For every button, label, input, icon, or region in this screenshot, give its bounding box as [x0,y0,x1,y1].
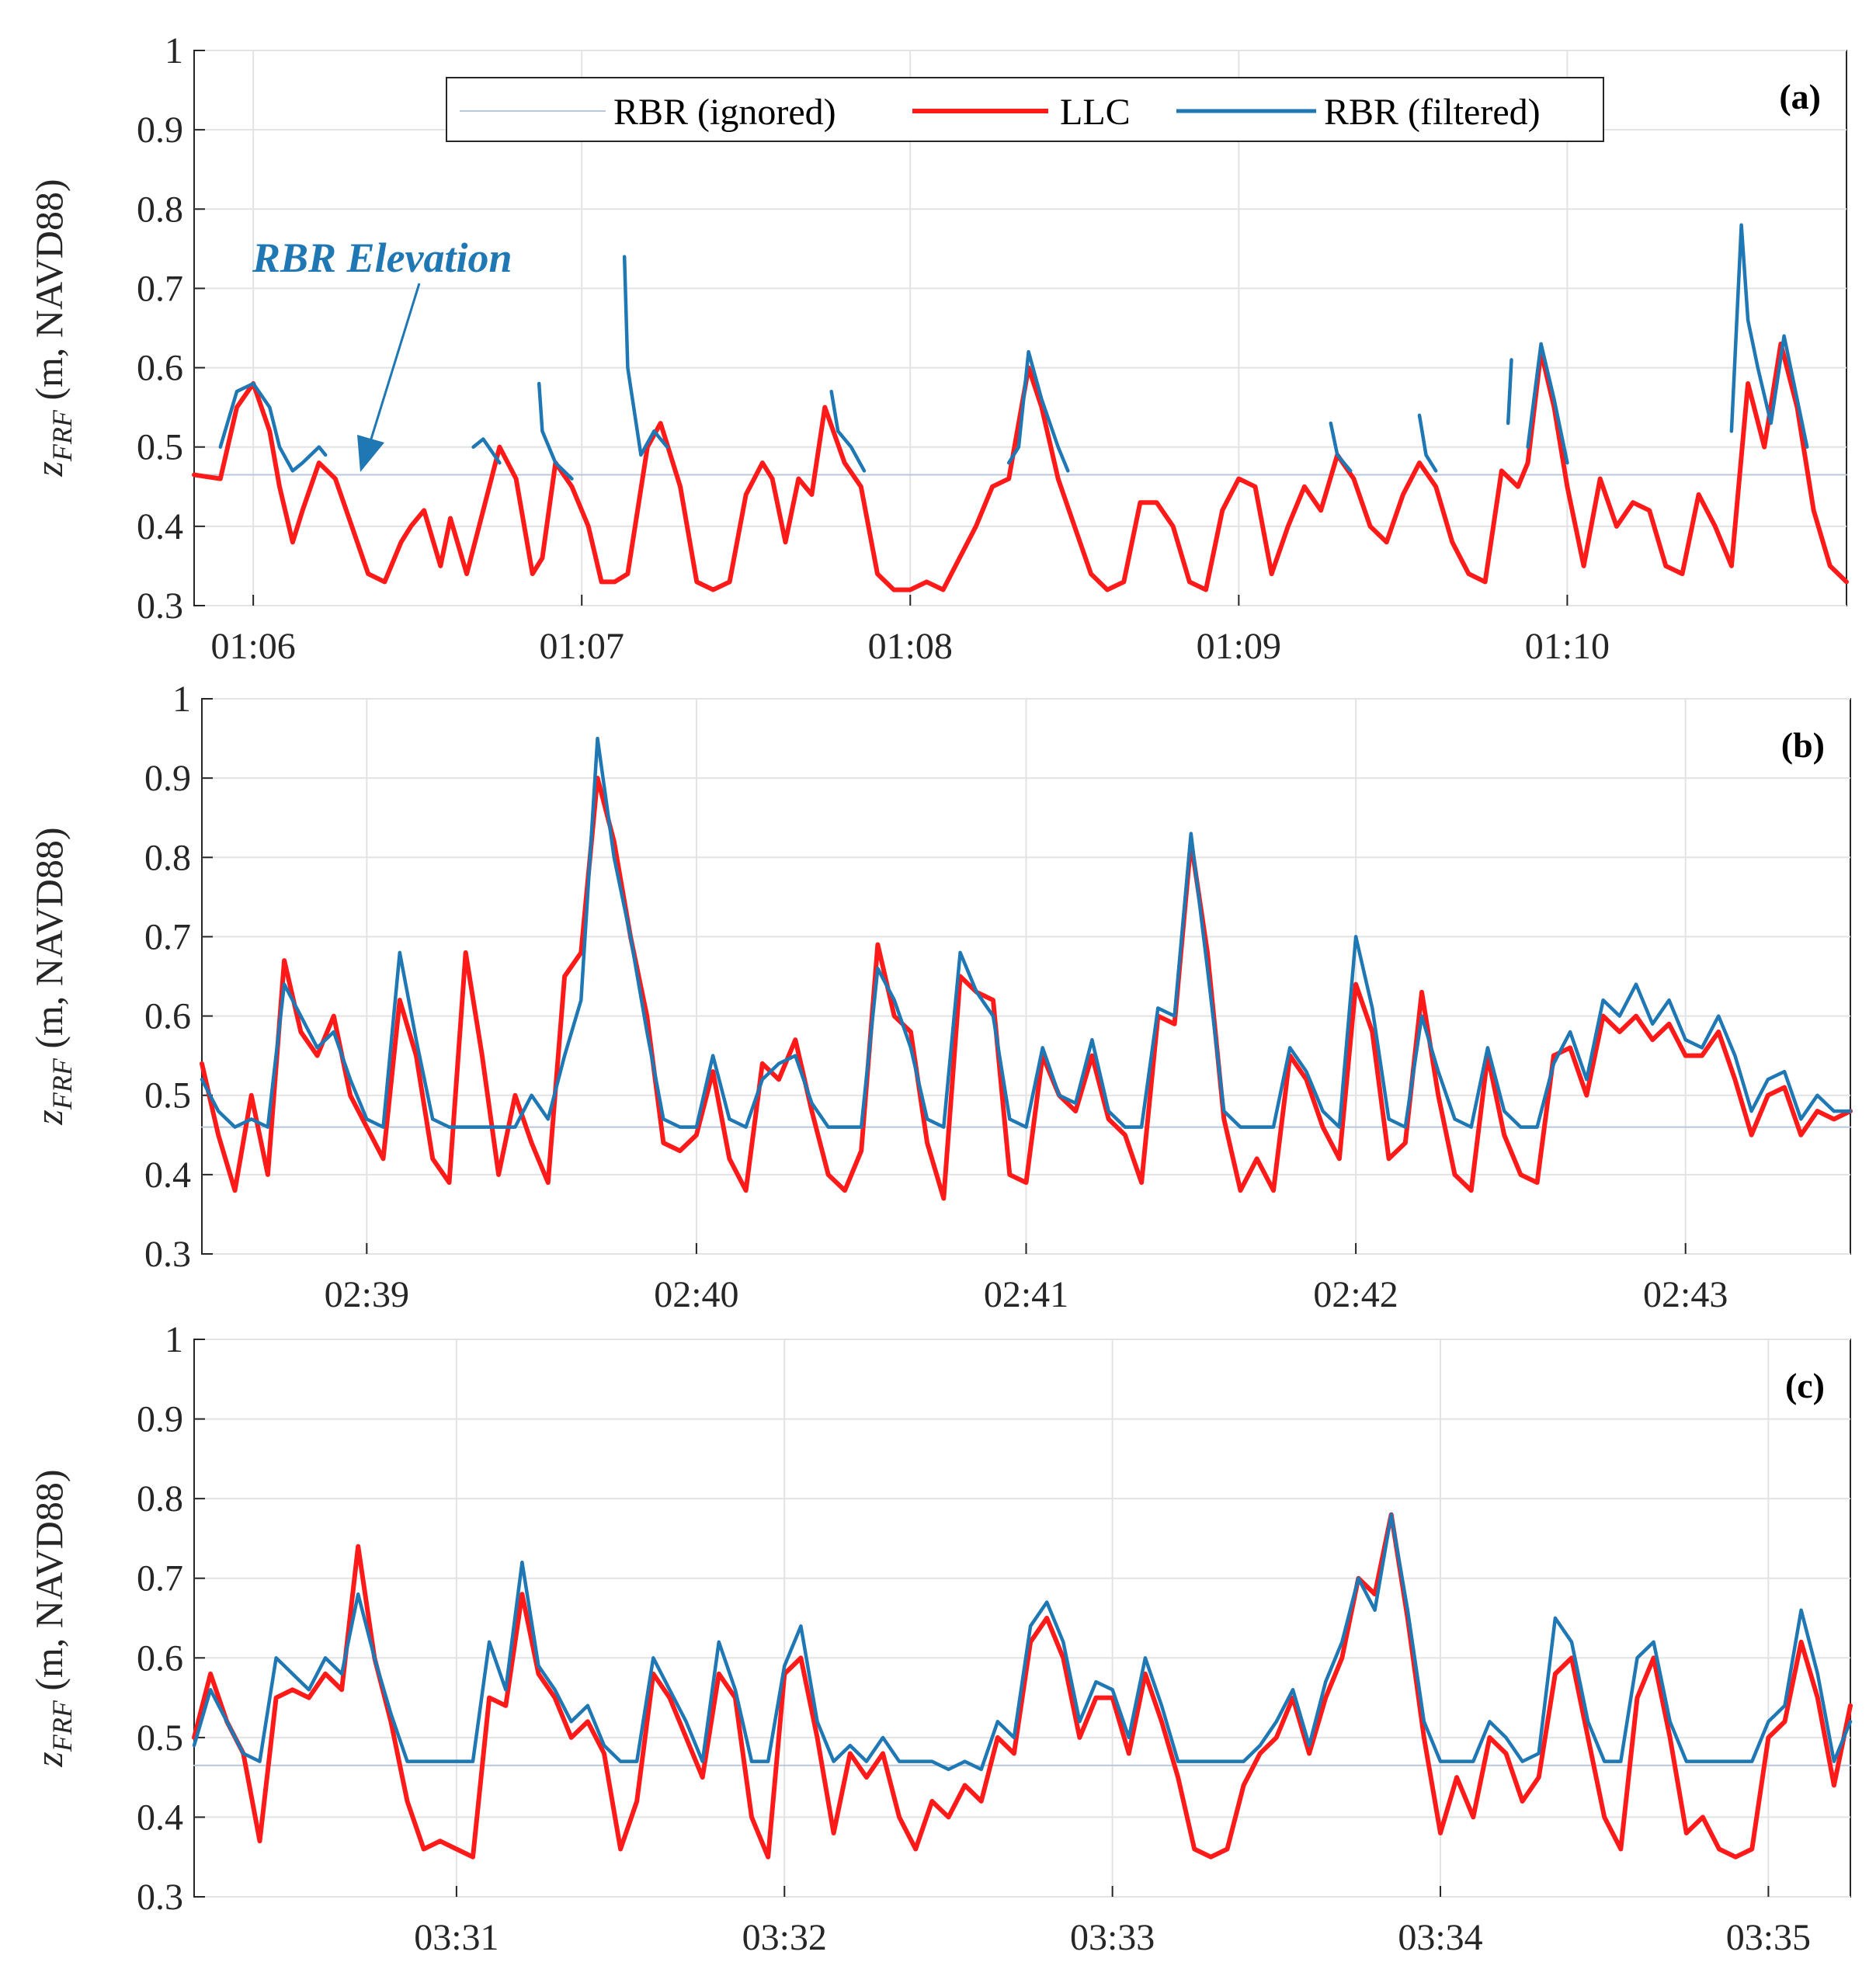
series-line-llc [192,1512,1853,1860]
series-line-llc [200,776,1853,1201]
series-line-llc [192,341,1849,592]
x-tick-labels: 01:06 01:07 01:08 01:09 01:10 [210,626,1610,667]
x-tick-labels: 03:31 03:32 03:33 03:34 03:35 [414,1917,1811,1958]
x-tick-label: 02:43 [1643,1274,1728,1315]
y-tick-label: 0.3 [137,585,183,627]
y-tick-label: 0.3 [137,1877,183,1918]
y-tick-label: 0.9 [137,109,183,151]
y-tick-labels: 0.3 0.4 0.5 0.6 0.7 0.8 0.9 1 [137,30,183,627]
series-line-rbr-filtered [1329,421,1353,473]
y-tick-label: 0.4 [137,1797,183,1838]
legend-label-rbr-filtered: RBR (filtered) [1324,92,1541,133]
y-tick-label: 1 [172,679,191,720]
plot-area-frame [193,1339,1851,1898]
series-line-rbr-filtered [192,1512,1853,1772]
series-line-rbr-filtered [1417,413,1438,473]
panel-label: (a) [1779,77,1821,116]
x-tick-label: 03:32 [742,1917,827,1958]
series-line-rbr-filtered [200,736,1853,1129]
x-tick-label: 02:41 [984,1274,1068,1315]
y-tick-label: 0.8 [137,1478,183,1519]
y-tick-label: 0.7 [137,1558,183,1599]
panel-label: (c) [1785,1366,1825,1405]
legend-label-rbr-ignored: RBR (ignored) [613,92,836,133]
y-tick-label: 0.7 [137,268,183,309]
series-lines [192,223,1849,592]
y-tick-label: 0.6 [144,996,191,1037]
x-tick-label: 03:33 [1070,1917,1155,1958]
grid-lines [202,698,1850,1255]
y-tick-labels: 0.3 0.4 0.5 0.6 0.7 0.8 0.9 1 [144,679,191,1275]
y-tick-label: 0.7 [144,916,191,957]
x-tick-label: 03:31 [414,1917,499,1958]
series-line-rbr-filtered [471,437,502,465]
y-tick-label: 0.9 [137,1399,183,1440]
y-tick-label: 0.5 [137,427,183,468]
annotation-rbr-elevation: RBR Elevation [252,234,512,472]
y-tick-labels: 0.3 0.4 0.5 0.6 0.7 0.8 0.9 1 [137,1319,183,1918]
y-tick-label: 0.4 [144,1155,191,1196]
series-line-rbr-filtered [1729,223,1809,449]
panel-b: 0.30.40.50.60.70.80.91 02:39 02:40 02:41 02… [27,679,1853,1315]
y-tick-label: 1 [165,30,183,71]
x-tick-label: 01:08 [868,626,953,667]
y-tick-label: 0.5 [144,1075,191,1117]
series-line-rbr-filtered [1006,349,1070,473]
series-lines [192,1512,1853,1860]
annotation-text: RBR Elevation [252,234,512,281]
x-tick-label: 03:34 [1398,1917,1482,1958]
y-axis-label: zFRF (m, NAVD88) [27,827,78,1125]
legend-label-llc: LLC [1060,92,1131,133]
x-tick-label: 02:42 [1313,1274,1398,1315]
y-tick-label: 0.5 [137,1717,183,1759]
x-tick-label: 01:06 [210,626,295,667]
y-tick-label: 0.8 [137,189,183,230]
series-line-rbr-filtered [1526,342,1569,465]
series-line-rbr-filtered [622,255,669,457]
x-tick-label: 01:10 [1525,626,1610,667]
x-tick-label: 03:35 [1726,1917,1811,1958]
y-tick-label: 0.3 [144,1234,191,1275]
y-tick-label: 0.8 [144,837,191,878]
panel-a: 0.30.40.50.60.70.80.91 01:06 01:07 01:08 01… [27,30,1849,667]
series-line-rbr-filtered [218,381,328,473]
y-tick-label: 1 [165,1319,183,1360]
x-tick-label: 02:40 [654,1274,738,1315]
series-line-rbr-filtered [537,381,574,481]
series-lines [200,736,1853,1201]
y-tick-label: 0.4 [137,506,183,547]
panel-c: 0.30.40.50.60.70.80.91 03:31 03:32 03:33 03… [27,1319,1853,1958]
series-line-rbr-filtered [1506,358,1513,425]
y-axis-label: zFRF (m, NAVD88) [27,179,78,477]
y-tick-label: 0.9 [144,758,191,799]
y-axis-label: zFRF (m, NAVD88) [27,1469,78,1767]
annotation-arrow-shaft [367,283,421,447]
panel-label: (b) [1781,725,1825,765]
legend: RBR (ignored) LLC RBR (filtered) [446,77,1604,142]
x-tick-labels: 02:39 02:40 02:41 02:42 02:43 [325,1274,1728,1315]
x-tick-label: 01:07 [540,626,624,667]
annotation-arrow-head [357,435,384,472]
series-line-rbr-filtered [829,389,867,473]
x-tick-label: 01:09 [1197,626,1281,667]
y-tick-label: 0.6 [137,348,183,389]
y-tick-label: 0.6 [137,1637,183,1679]
x-tick-label: 02:39 [325,1274,409,1315]
